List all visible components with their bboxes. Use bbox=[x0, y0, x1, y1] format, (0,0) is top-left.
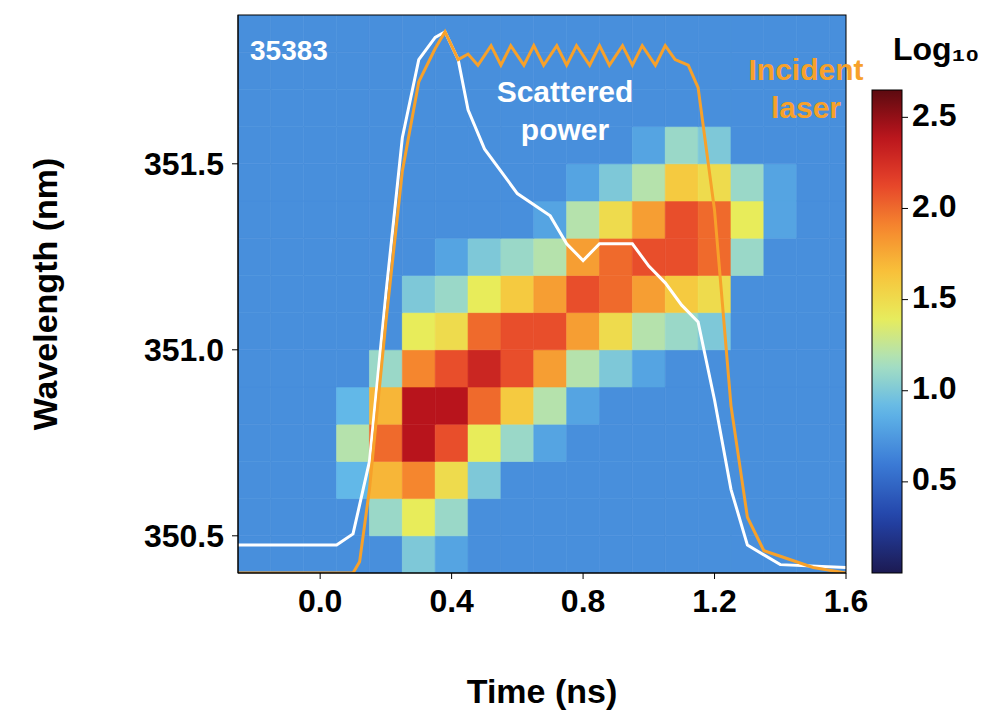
svg-text:0.4: 0.4 bbox=[429, 583, 474, 619]
svg-text:Wavelength (nm): Wavelength (nm) bbox=[26, 158, 64, 431]
svg-text:1.2: 1.2 bbox=[692, 583, 736, 619]
svg-text:2.5: 2.5 bbox=[912, 97, 956, 133]
svg-text:1.5: 1.5 bbox=[912, 279, 956, 315]
svg-text:1.0: 1.0 bbox=[912, 370, 956, 406]
svg-text:Incidentlaser: Incidentlaser bbox=[748, 53, 863, 124]
svg-text:Log₁₀: Log₁₀ bbox=[893, 31, 979, 67]
svg-text:1.6: 1.6 bbox=[824, 583, 868, 619]
svg-text:2.0: 2.0 bbox=[912, 188, 956, 224]
svg-text:351.5: 351.5 bbox=[144, 146, 224, 182]
svg-text:0.8: 0.8 bbox=[561, 583, 605, 619]
svg-text:0.5: 0.5 bbox=[912, 461, 956, 497]
svg-text:350.5: 350.5 bbox=[144, 518, 224, 554]
svg-text:351.0: 351.0 bbox=[144, 332, 224, 368]
svg-text:0.0: 0.0 bbox=[298, 583, 342, 619]
svg-text:Scatteredpower: Scatteredpower bbox=[497, 75, 634, 146]
svg-text:Time (ns): Time (ns) bbox=[467, 672, 618, 710]
svg-text:35383: 35383 bbox=[250, 35, 328, 66]
